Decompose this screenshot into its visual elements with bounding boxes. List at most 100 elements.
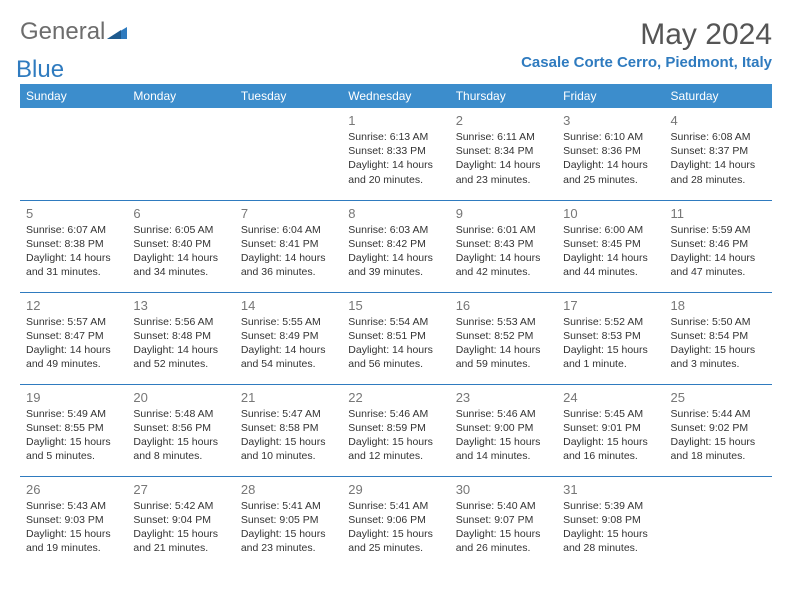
calendar-row: 1 Sunrise: 6:13 AMSunset: 8:33 PMDaylight…	[20, 108, 772, 200]
header: General Blue May 2024 Casale Corte Cerro…	[20, 18, 772, 74]
day-details: Sunrise: 5:53 AMSunset: 8:52 PMDaylight:…	[456, 315, 551, 372]
calendar-cell: 28Sunrise: 5:41 AMSunset: 9:05 PMDayligh…	[235, 476, 342, 568]
daylight-text: Daylight: 15 hours and 16 minutes.	[563, 435, 658, 463]
day-details: Sunrise: 5:52 AMSunset: 8:53 PMDaylight:…	[563, 315, 658, 372]
day-number: 2	[456, 113, 551, 128]
sunrise-text: Sunrise: 5:57 AM	[26, 315, 121, 329]
daylight-text: Daylight: 14 hours and 56 minutes.	[348, 343, 443, 371]
day-number: 22	[348, 390, 443, 405]
sunrise-text: Sunrise: 5:55 AM	[241, 315, 336, 329]
sunset-text: Sunset: 9:08 PM	[563, 513, 658, 527]
day-details: Sunrise: 6:00 AMSunset: 8:45 PMDaylight:…	[563, 223, 658, 280]
day-number: 14	[241, 298, 336, 313]
sunset-text: Sunset: 9:00 PM	[456, 421, 551, 435]
day-number: 11	[671, 206, 766, 221]
daylight-text: Daylight: 15 hours and 28 minutes.	[563, 527, 658, 555]
daylight-text: Daylight: 15 hours and 21 minutes.	[133, 527, 228, 555]
daylight-text: Daylight: 14 hours and 44 minutes.	[563, 251, 658, 279]
calendar-cell: 1 Sunrise: 6:13 AMSunset: 8:33 PMDaylight…	[342, 108, 449, 200]
day-details: Sunrise: 5:55 AMSunset: 8:49 PMDaylight:…	[241, 315, 336, 372]
sunrise-text: Sunrise: 5:41 AM	[348, 499, 443, 513]
calendar-row: 19Sunrise: 5:49 AMSunset: 8:55 PMDayligh…	[20, 384, 772, 476]
day-number: 1	[348, 113, 443, 128]
day-details: Sunrise: 5:45 AMSunset: 9:01 PMDaylight:…	[563, 407, 658, 464]
weekday-header: Wednesday	[342, 84, 449, 108]
weekday-header: Tuesday	[235, 84, 342, 108]
daylight-text: Daylight: 14 hours and 34 minutes.	[133, 251, 228, 279]
calendar-cell: 3Sunrise: 6:10 AMSunset: 8:36 PMDaylight…	[557, 108, 664, 200]
daylight-text: Daylight: 14 hours and 28 minutes.	[671, 158, 766, 186]
sunset-text: Sunset: 8:46 PM	[671, 237, 766, 251]
sunset-text: Sunset: 8:51 PM	[348, 329, 443, 343]
daylight-text: Daylight: 15 hours and 5 minutes.	[26, 435, 121, 463]
calendar-cell	[235, 108, 342, 200]
sunrise-text: Sunrise: 6:13 AM	[348, 130, 443, 144]
sunrise-text: Sunrise: 6:11 AM	[456, 130, 551, 144]
sunrise-text: Sunrise: 6:08 AM	[671, 130, 766, 144]
daylight-text: Daylight: 14 hours and 42 minutes.	[456, 251, 551, 279]
month-title: May 2024	[521, 18, 772, 52]
brand-logo: General Blue	[20, 18, 127, 74]
day-details: Sunrise: 6:13 AMSunset: 8:33 PMDaylight:…	[348, 130, 443, 187]
day-details: Sunrise: 5:41 AMSunset: 9:05 PMDaylight:…	[241, 499, 336, 556]
day-number: 3	[563, 113, 658, 128]
sunrise-text: Sunrise: 6:01 AM	[456, 223, 551, 237]
sunset-text: Sunset: 8:43 PM	[456, 237, 551, 251]
sunset-text: Sunset: 8:45 PM	[563, 237, 658, 251]
day-details: Sunrise: 5:47 AMSunset: 8:58 PMDaylight:…	[241, 407, 336, 464]
sunset-text: Sunset: 9:02 PM	[671, 421, 766, 435]
calendar-cell	[127, 108, 234, 200]
brand-triangle-icon	[107, 23, 127, 44]
calendar-cell: 26Sunrise: 5:43 AMSunset: 9:03 PMDayligh…	[20, 476, 127, 568]
day-number: 13	[133, 298, 228, 313]
daylight-text: Daylight: 14 hours and 54 minutes.	[241, 343, 336, 371]
day-details: Sunrise: 5:41 AMSunset: 9:06 PMDaylight:…	[348, 499, 443, 556]
day-number: 31	[563, 482, 658, 497]
daylight-text: Daylight: 15 hours and 12 minutes.	[348, 435, 443, 463]
calendar-page: General Blue May 2024 Casale Corte Cerro…	[0, 0, 792, 586]
title-block: May 2024 Casale Corte Cerro, Piedmont, I…	[521, 18, 772, 71]
calendar-cell: 22Sunrise: 5:46 AMSunset: 8:59 PMDayligh…	[342, 384, 449, 476]
weekday-header: Thursday	[450, 84, 557, 108]
sunrise-text: Sunrise: 6:05 AM	[133, 223, 228, 237]
calendar-cell: 14 Sunrise: 5:55 AMSunset: 8:49 PMDayligh…	[235, 292, 342, 384]
location-label: Casale Corte Cerro, Piedmont, Italy	[521, 54, 772, 71]
daylight-text: Daylight: 14 hours and 36 minutes.	[241, 251, 336, 279]
sunrise-text: Sunrise: 5:59 AM	[671, 223, 766, 237]
sunrise-text: Sunrise: 5:46 AM	[348, 407, 443, 421]
daylight-text: Daylight: 14 hours and 23 minutes.	[456, 158, 551, 186]
day-details: Sunrise: 6:03 AMSunset: 8:42 PMDaylight:…	[348, 223, 443, 280]
sunrise-text: Sunrise: 5:44 AM	[671, 407, 766, 421]
calendar-cell: 19Sunrise: 5:49 AMSunset: 8:55 PMDayligh…	[20, 384, 127, 476]
sunset-text: Sunset: 8:34 PM	[456, 144, 551, 158]
weekday-header: Sunday	[20, 84, 127, 108]
calendar-cell: 23Sunrise: 5:46 AMSunset: 9:00 PMDayligh…	[450, 384, 557, 476]
calendar-cell: 7Sunrise: 6:04 AMSunset: 8:41 PMDaylight…	[235, 200, 342, 292]
calendar-cell: 20Sunrise: 5:48 AMSunset: 8:56 PMDayligh…	[127, 384, 234, 476]
daylight-text: Daylight: 14 hours and 59 minutes.	[456, 343, 551, 371]
day-details: Sunrise: 6:05 AMSunset: 8:40 PMDaylight:…	[133, 223, 228, 280]
weekday-header: Saturday	[665, 84, 772, 108]
sunset-text: Sunset: 8:53 PM	[563, 329, 658, 343]
calendar-cell: 31Sunrise: 5:39 AMSunset: 9:08 PMDayligh…	[557, 476, 664, 568]
sunset-text: Sunset: 8:48 PM	[133, 329, 228, 343]
sunrise-text: Sunrise: 5:46 AM	[456, 407, 551, 421]
day-details: Sunrise: 5:49 AMSunset: 8:55 PMDaylight:…	[26, 407, 121, 464]
daylight-text: Daylight: 15 hours and 10 minutes.	[241, 435, 336, 463]
day-number: 18	[671, 298, 766, 313]
calendar-cell: 10Sunrise: 6:00 AMSunset: 8:45 PMDayligh…	[557, 200, 664, 292]
sunrise-text: Sunrise: 5:42 AM	[133, 499, 228, 513]
daylight-text: Daylight: 15 hours and 14 minutes.	[456, 435, 551, 463]
calendar-cell: 21Sunrise: 5:47 AMSunset: 8:58 PMDayligh…	[235, 384, 342, 476]
calendar-row: 26Sunrise: 5:43 AMSunset: 9:03 PMDayligh…	[20, 476, 772, 568]
sunset-text: Sunset: 8:58 PM	[241, 421, 336, 435]
sunset-text: Sunset: 9:07 PM	[456, 513, 551, 527]
sunset-text: Sunset: 8:47 PM	[26, 329, 121, 343]
sunrise-text: Sunrise: 5:54 AM	[348, 315, 443, 329]
daylight-text: Daylight: 15 hours and 25 minutes.	[348, 527, 443, 555]
sunrise-text: Sunrise: 6:10 AM	[563, 130, 658, 144]
daylight-text: Daylight: 14 hours and 52 minutes.	[133, 343, 228, 371]
day-details: Sunrise: 5:50 AMSunset: 8:54 PMDaylight:…	[671, 315, 766, 372]
sunrise-text: Sunrise: 6:07 AM	[26, 223, 121, 237]
sunset-text: Sunset: 8:49 PM	[241, 329, 336, 343]
